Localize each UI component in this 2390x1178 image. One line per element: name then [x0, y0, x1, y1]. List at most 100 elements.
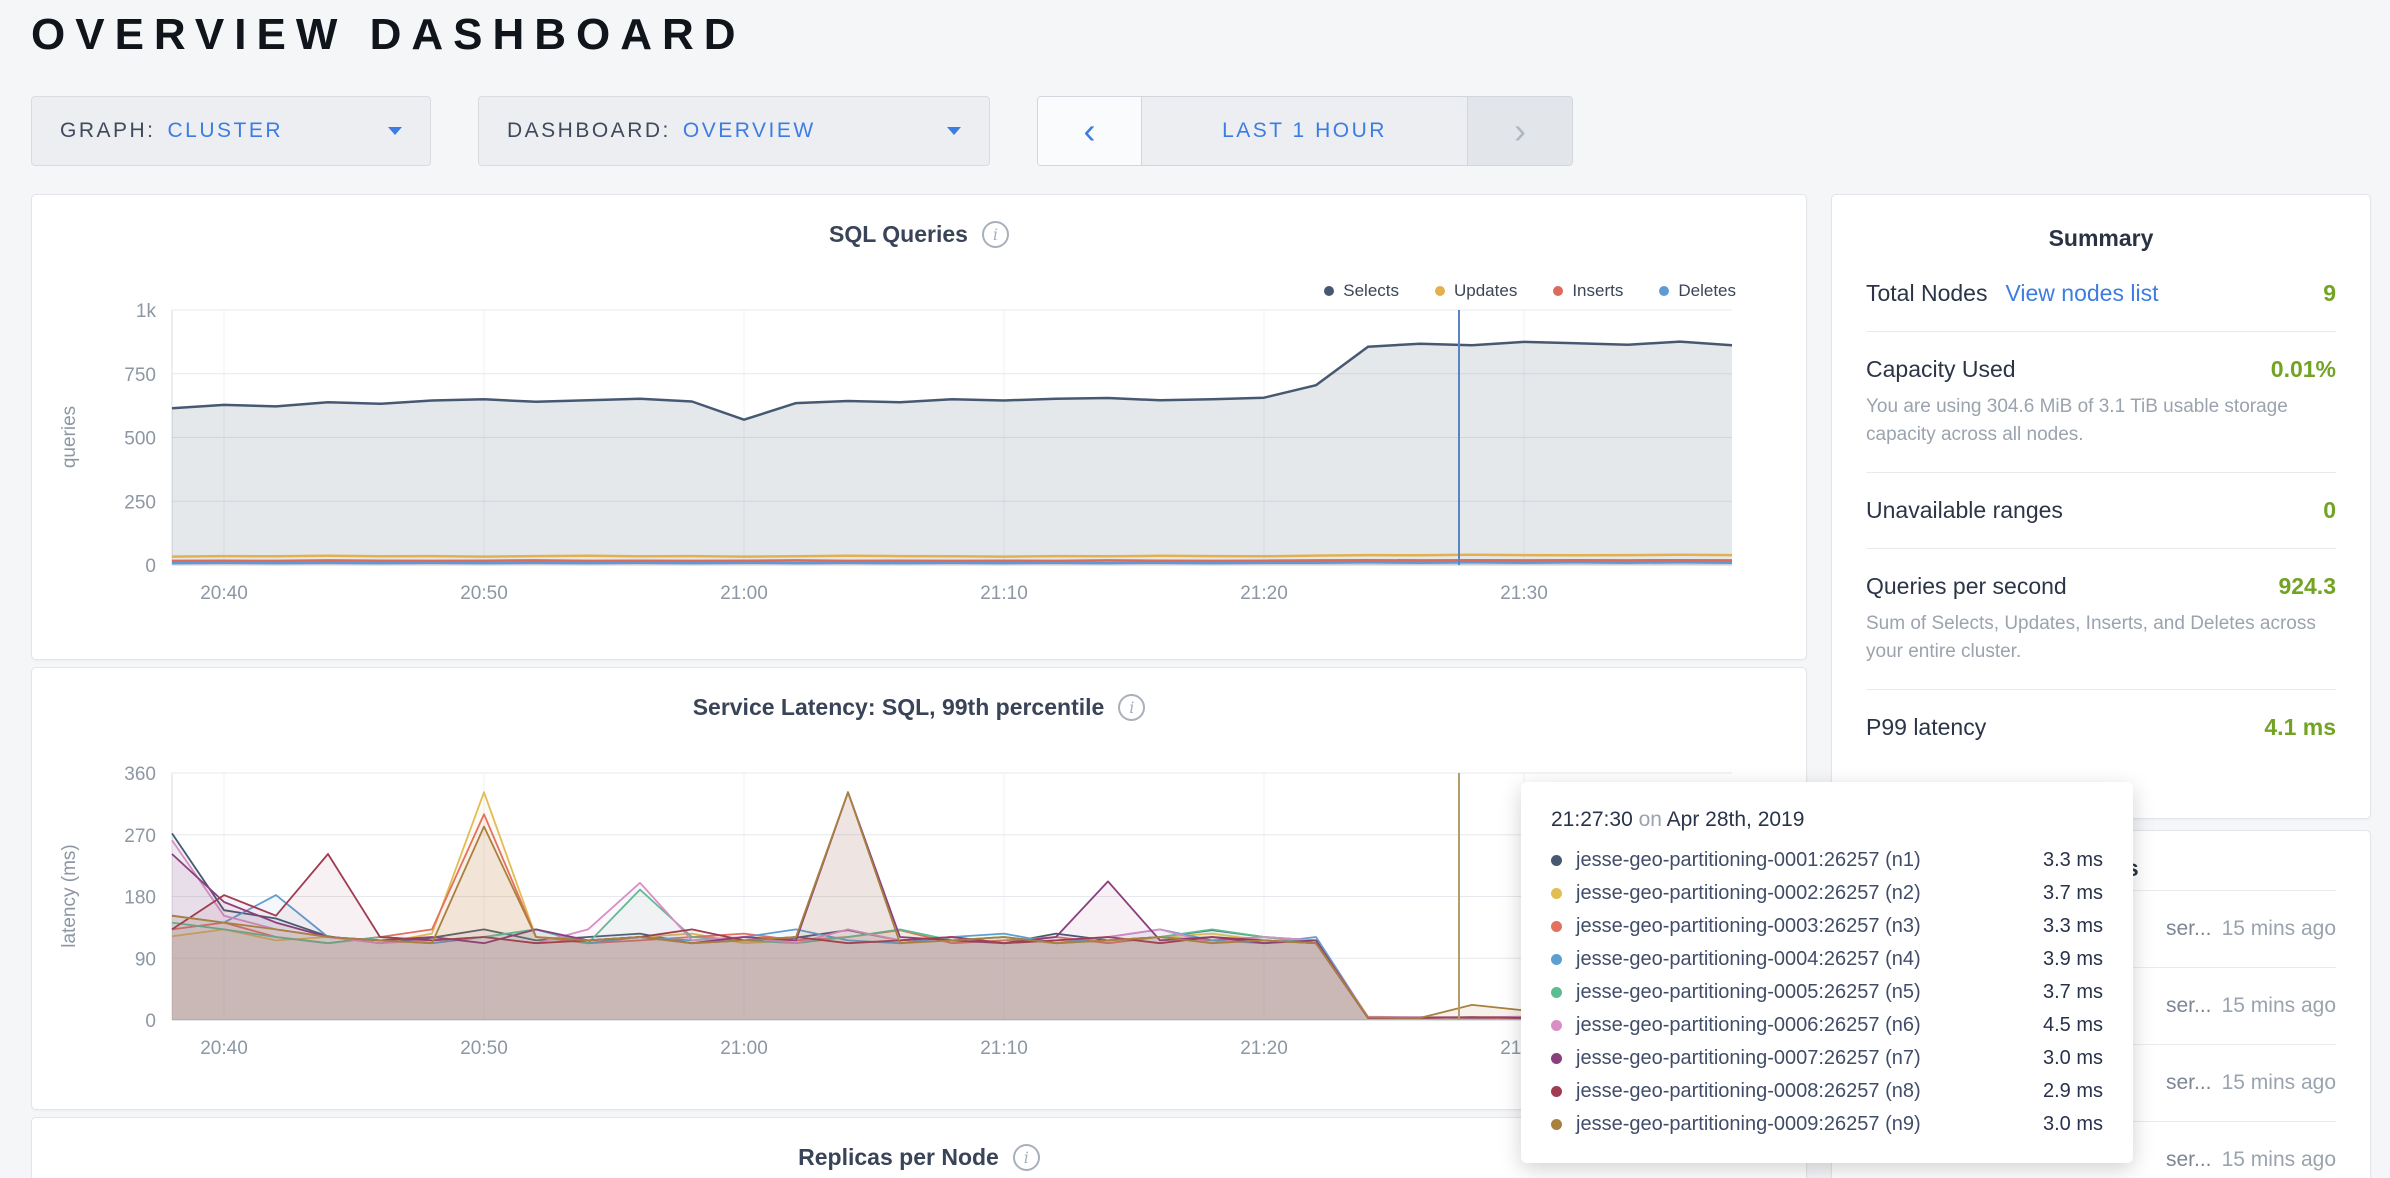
svg-text:1k: 1k — [136, 301, 157, 322]
svg-text:360: 360 — [124, 764, 156, 785]
node-latency-value: 3.0 ms — [2042, 1047, 2103, 1069]
event-time: 15 mins ago — [2221, 1147, 2336, 1171]
sql-queries-card: 20:40 20:50 21:00 21:10 21:20 21:30 0 250 500 750… — [31, 194, 1807, 660]
event-time: 15 mins ago — [2221, 993, 2336, 1017]
info-icon[interactable]: i — [981, 221, 1009, 248]
svg-text:0: 0 — [145, 556, 156, 577]
series-dot — [1551, 888, 1562, 899]
node-latency-value: 3.3 ms — [2042, 915, 2103, 937]
tooltip-time: 21:27:30 — [1551, 808, 1633, 831]
legend-item-updates[interactable]: Updates — [1435, 281, 1517, 301]
graph-dropdown-label: GRAPH: — [60, 119, 156, 142]
summary-label: P99 latency — [1866, 714, 1987, 741]
page-title: OVERVIEW DASHBOARD — [31, 10, 746, 59]
legend-dot — [1435, 286, 1445, 296]
legend-item-deletes[interactable]: Deletes — [1659, 281, 1736, 301]
graph-dropdown-value: CLUSTER — [167, 119, 284, 142]
node-latency-value: 3.7 ms — [2042, 882, 2103, 904]
y-axis-label: latency (ms) — [59, 844, 80, 948]
svg-text:20:40: 20:40 — [200, 583, 248, 604]
tooltip-row: jesse-geo-partitioning-0007:26257 (n7) 3… — [1551, 1042, 2103, 1075]
dashboard-dropdown[interactable]: DASHBOARD: OVERVIEW — [478, 96, 990, 166]
summary-label: Unavailable ranges — [1866, 497, 2063, 524]
info-icon[interactable]: i — [1012, 1144, 1040, 1171]
time-range-label[interactable]: LAST 1 HOUR — [1142, 97, 1468, 165]
svg-text:21:00: 21:00 — [720, 583, 768, 604]
service-latency-card: 20:4020:5021:0021:1021:2021:300901802703… — [31, 667, 1807, 1110]
svg-text:270: 270 — [124, 826, 156, 847]
svg-text:21:20: 21:20 — [1240, 1038, 1288, 1059]
node-latency-value: 3.9 ms — [2042, 948, 2103, 970]
chevron-right-icon: › — [1514, 110, 1526, 151]
series-dot — [1551, 921, 1562, 932]
chevron-left-icon: ‹ — [1083, 110, 1096, 151]
summary-row-capacity-used: Capacity Used 0.01% You are using 304.6 … — [1866, 331, 2336, 472]
tooltip-row: jesse-geo-partitioning-0001:26257 (n1) 3… — [1551, 844, 2103, 877]
legend-label: Inserts — [1572, 281, 1624, 300]
chart-hover-tooltip: 21:27:30 on Apr 28th, 2019 jesse-geo-par… — [1521, 782, 2133, 1163]
node-latency-value: 3.0 ms — [2042, 1113, 2103, 1135]
node-name: jesse-geo-partitioning-0005:26257 (n5) — [1576, 981, 1921, 1003]
series-dot — [1551, 954, 1562, 965]
svg-text:20:40: 20:40 — [200, 1038, 248, 1059]
node-latency-value: 2.9 ms — [2042, 1080, 2103, 1102]
info-icon[interactable]: i — [1118, 694, 1146, 721]
node-name: jesse-geo-partitioning-0007:26257 (n7) — [1576, 1047, 1921, 1069]
time-next-button[interactable]: › — [1468, 97, 1572, 165]
sql-queries-chart[interactable]: 20:40 20:50 21:00 21:10 21:20 21:30 0 250 500 750… — [32, 195, 1808, 661]
time-window-selector: ‹ LAST 1 HOUR › — [1037, 96, 1573, 166]
tooltip-on: on — [1638, 808, 1662, 831]
node-latency-value: 3.3 ms — [2042, 849, 2103, 871]
svg-text:21:10: 21:10 — [980, 1038, 1028, 1059]
svg-text:90: 90 — [135, 949, 156, 970]
tooltip-row: jesse-geo-partitioning-0005:26257 (n5) 3… — [1551, 976, 2103, 1009]
chevron-down-icon — [388, 127, 402, 135]
legend-item-selects[interactable]: Selects — [1324, 281, 1399, 301]
series-dot — [1551, 1086, 1562, 1097]
summary-panel: Summary Total Nodes View nodes list 9 Ca… — [1831, 194, 2371, 819]
node-name: jesse-geo-partitioning-0004:26257 (n4) — [1576, 948, 1921, 970]
summary-label: Total Nodes — [1866, 280, 1988, 306]
series-dot — [1551, 987, 1562, 998]
svg-text:500: 500 — [124, 429, 156, 450]
event-time: 15 mins ago — [2221, 1070, 2336, 1094]
node-name: jesse-geo-partitioning-0001:26257 (n1) — [1576, 849, 1921, 871]
tooltip-row: jesse-geo-partitioning-0003:26257 (n3) 3… — [1551, 910, 2103, 943]
node-latency-value: 3.7 ms — [2042, 981, 2103, 1003]
event-text: ser... — [2166, 994, 2211, 1017]
summary-value: 0 — [2323, 497, 2336, 524]
tooltip-row: jesse-geo-partitioning-0008:26257 (n8) 2… — [1551, 1075, 2103, 1108]
summary-row-total-nodes: Total Nodes View nodes list 9 — [1866, 274, 2336, 331]
series-dot — [1551, 1020, 1562, 1031]
tooltip-row: jesse-geo-partitioning-0002:26257 (n2) 3… — [1551, 877, 2103, 910]
time-prev-button[interactable]: ‹ — [1038, 97, 1142, 165]
graph-dropdown[interactable]: GRAPH: CLUSTER — [31, 96, 431, 166]
legend-dot — [1324, 286, 1335, 296]
svg-text:20:50: 20:50 — [460, 1038, 508, 1059]
svg-text:180: 180 — [124, 888, 156, 909]
svg-text:21:20: 21:20 — [1240, 583, 1288, 604]
svg-text:20:50: 20:50 — [460, 583, 508, 604]
event-text: ser... — [2166, 917, 2211, 940]
view-nodes-link[interactable]: View nodes list — [2005, 280, 2159, 306]
chart-title-service-latency: Service Latency: SQL, 99th percentile — [692, 694, 1105, 720]
series-dot — [1551, 855, 1562, 866]
tooltip-row: jesse-geo-partitioning-0006:26257 (n6) 4… — [1551, 1009, 2103, 1042]
service-latency-chart[interactable]: 20:4020:5021:0021:1021:2021:300901802703… — [32, 668, 1808, 1111]
series-dot — [1551, 1119, 1562, 1130]
legend-dot — [1659, 286, 1670, 296]
dashboard-dropdown-value: OVERVIEW — [682, 119, 816, 142]
summary-label: Capacity Used — [1866, 356, 2016, 382]
svg-text:750: 750 — [124, 365, 156, 386]
svg-text:21:30: 21:30 — [1500, 583, 1548, 604]
node-name: jesse-geo-partitioning-0009:26257 (n9) — [1576, 1113, 1921, 1135]
legend-label: Selects — [1343, 281, 1399, 300]
node-name: jesse-geo-partitioning-0003:26257 (n3) — [1576, 915, 1921, 937]
summary-title: Summary — [2048, 225, 2154, 251]
replicas-per-node-card: Replicas per Node i — [31, 1117, 1807, 1178]
legend-item-inserts[interactable]: Inserts — [1553, 281, 1623, 301]
summary-row-queries-per-second: Queries per second 924.3 Sum of Selects,… — [1866, 548, 2336, 689]
event-text: ser... — [2166, 1148, 2211, 1171]
node-name: jesse-geo-partitioning-0006:26257 (n6) — [1576, 1014, 1921, 1036]
chart-title-replicas-per-node: Replicas per Node — [798, 1144, 999, 1170]
